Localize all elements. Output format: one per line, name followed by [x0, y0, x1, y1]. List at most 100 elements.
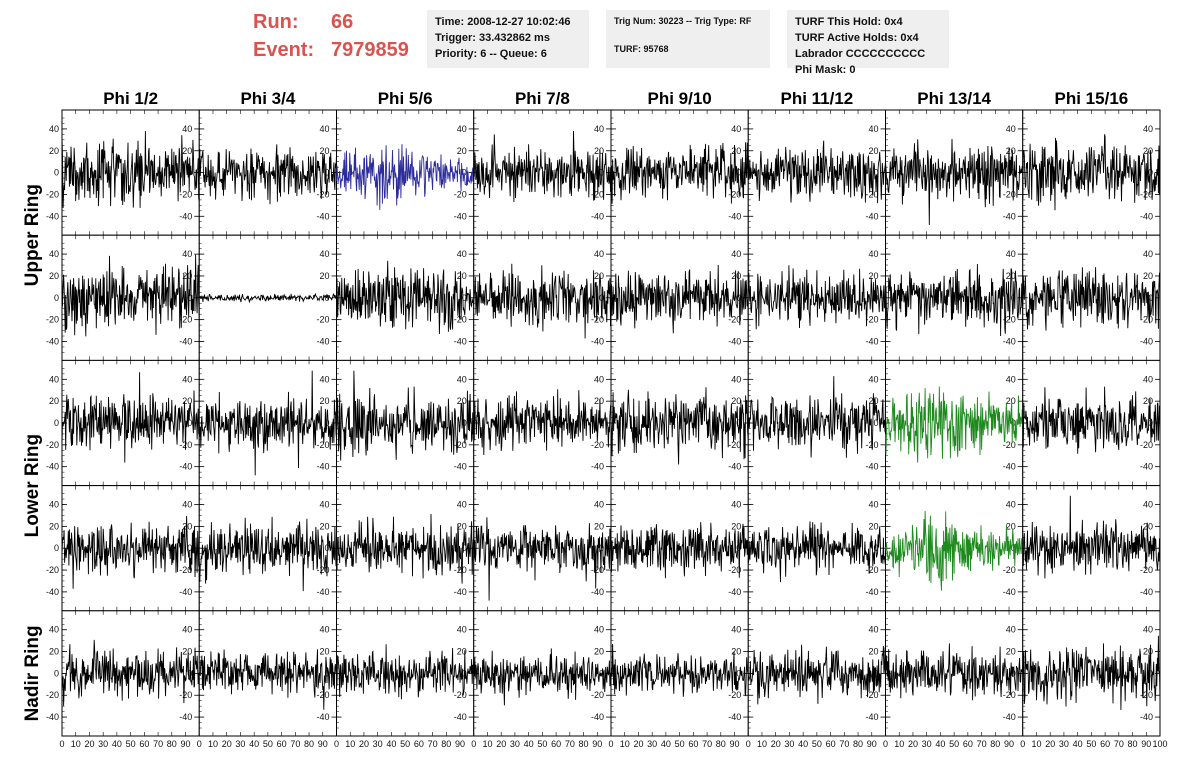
y-tick-label-right: -40: [316, 336, 329, 346]
y-tick-label-right: 40: [457, 249, 467, 259]
y-tick-label-right: 20: [1143, 271, 1153, 281]
y-tick-label-left: 40: [49, 249, 59, 259]
y-tick-label-left: -20: [46, 565, 59, 575]
waveform-trace: [198, 292, 337, 304]
column-header-2: Phi 3/4: [240, 89, 295, 108]
y-tick-label-right: -20: [1140, 565, 1153, 575]
x-tick-label: 50: [675, 739, 685, 749]
x-tick-label: 60: [1100, 739, 1110, 749]
time-line: Time: 2008-12-27 10:02:46: [435, 16, 571, 28]
waveform-trace: [747, 140, 886, 204]
y-tick-label-right: -40: [179, 712, 192, 722]
y-tick-label-right: -40: [1140, 211, 1153, 221]
x-tick-label: 80: [1128, 739, 1138, 749]
y-tick-label-right: 40: [319, 625, 329, 635]
x-tick-label-last: 100: [1152, 739, 1167, 749]
y-tick-label-right: -40: [1003, 462, 1016, 472]
y-tick-label-right: 40: [1006, 374, 1016, 384]
y-tick-label-right: 40: [1143, 500, 1153, 510]
y-tick-label-right: -40: [1003, 587, 1016, 597]
x-tick-label: 50: [126, 739, 136, 749]
y-tick-label-right: 40: [731, 500, 741, 510]
waveform-trace: [473, 517, 612, 601]
ring-label-1: Upper Ring: [22, 184, 43, 286]
y-tick-label-right: 40: [319, 124, 329, 134]
y-tick-label-right: 20: [319, 271, 329, 281]
y-tick-label-right: 40: [868, 124, 878, 134]
y-tick-label-right: 40: [182, 500, 192, 510]
waveform-trace: [198, 516, 337, 592]
waveform-trace: [473, 648, 612, 706]
waveform-trace: [610, 264, 749, 334]
waveform-trace: [747, 644, 886, 705]
y-tick-label-right: -20: [865, 565, 878, 575]
y-tick-label-right: 0: [462, 293, 467, 303]
x-tick-label: 70: [977, 739, 987, 749]
x-tick-label: 80: [990, 739, 1000, 749]
y-tick-label-right: -40: [179, 211, 192, 221]
x-tick-label: 60: [414, 739, 424, 749]
x-tick-label: 70: [702, 739, 712, 749]
y-tick-label-right: -20: [316, 189, 329, 199]
y-tick-label-right: 20: [319, 396, 329, 406]
waveform-trace: [336, 370, 475, 461]
y-tick-label-right: 40: [182, 249, 192, 259]
x-tick-label: 10: [1031, 739, 1041, 749]
y-tick-label-right: 20: [594, 647, 604, 657]
y-tick-label-right: -40: [179, 587, 192, 597]
x-tick-label: 20: [908, 739, 918, 749]
y-tick-label-right: 0: [736, 418, 741, 428]
y-tick-label-right: -40: [316, 712, 329, 722]
y-tick-label-right: 40: [731, 374, 741, 384]
waveform-trace: [747, 376, 886, 458]
waveform-trace: [885, 386, 1024, 463]
x-tick-label: 90: [867, 739, 877, 749]
x-tick-label: 40: [112, 739, 122, 749]
x-tick-label: 60: [826, 739, 836, 749]
x-tick-label: 50: [949, 739, 959, 749]
x-tick-label: 40: [524, 739, 534, 749]
labrador-line: Labrador CCCCCCCCCC: [795, 48, 926, 60]
y-tick-label-right: 20: [1143, 521, 1153, 531]
y-tick-label-left: 0: [54, 668, 59, 678]
x-tick-label: 30: [1059, 739, 1069, 749]
y-tick-label-left: -40: [46, 712, 59, 722]
trigger-info-box: Trig Num: 30223 -- Trig Type: RF TURF: 9…: [606, 10, 770, 68]
x-tick-label: 90: [181, 739, 191, 749]
y-tick-label-right: 20: [594, 271, 604, 281]
y-tick-label-right: -20: [1003, 440, 1016, 450]
y-tick-label-right: -20: [591, 565, 604, 575]
y-tick-label-right: 0: [324, 168, 329, 178]
x-tick-label: 70: [1114, 739, 1124, 749]
x-tick-label: 60: [551, 739, 561, 749]
waveform-trace: [610, 643, 749, 697]
y-tick-label-right: 40: [731, 625, 741, 635]
panel-r1-c3: -40 -20 0 20 40: [336, 109, 475, 236]
y-tick-label-right: -20: [454, 690, 467, 700]
x-tick-label: 20: [359, 739, 369, 749]
x-tick-label: 90: [318, 739, 328, 749]
waveform-trace: [1022, 635, 1161, 711]
x-tick-label: 30: [510, 739, 520, 749]
y-tick-label-right: -40: [865, 336, 878, 346]
y-tick-label-right: 40: [594, 374, 604, 384]
y-tick-label-right: 20: [1006, 647, 1016, 657]
y-tick-label-right: -40: [728, 462, 741, 472]
x-tick-label: 20: [84, 739, 94, 749]
y-tick-label-right: 0: [736, 668, 741, 678]
y-tick-label-right: 20: [731, 647, 741, 657]
y-tick-label-right: 0: [462, 543, 467, 553]
y-tick-label-right: 40: [1006, 500, 1016, 510]
y-tick-label-right: 20: [319, 521, 329, 531]
run-value: 66: [331, 11, 354, 33]
